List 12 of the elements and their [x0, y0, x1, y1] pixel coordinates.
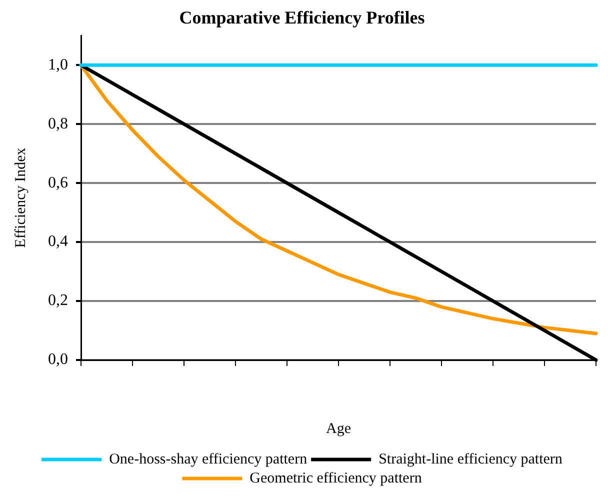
- y-tick-label: 1,0: [48, 56, 68, 74]
- legend-label: One-hoss-shay efficiency pattern: [109, 451, 308, 468]
- chart-title: Comparative Efficiency Profiles: [179, 7, 425, 28]
- x-axis-title: Age: [326, 420, 352, 437]
- legend-label: Straight-line efficiency pattern: [378, 451, 563, 468]
- y-tick-label: 0,8: [48, 115, 68, 132]
- y-tick-label: 0,4: [48, 233, 68, 250]
- y-tick-label: 0,0: [48, 351, 68, 368]
- y-tick-label: 0,6: [48, 174, 68, 192]
- y-tick-label: 0,2: [48, 292, 68, 310]
- legend-label: Geometric efficiency pattern: [250, 470, 422, 486]
- y-axis-title: Efficiency Index: [12, 147, 29, 248]
